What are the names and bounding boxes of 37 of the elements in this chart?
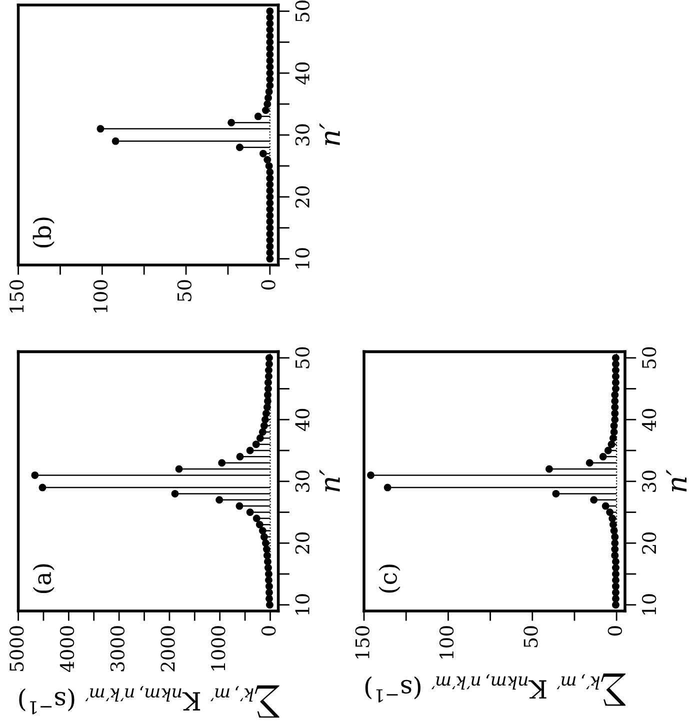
x-tick-label: 50 [177, 280, 192, 302]
x-tick-label: 50 [524, 626, 538, 648]
x-tick-label: 2000 [160, 626, 175, 672]
x-tick-label: 5000 [10, 626, 24, 672]
x-tick-label: 0 [608, 626, 622, 636]
annotation: (a) [32, 564, 54, 593]
y-axis-title: n′ [666, 469, 686, 492]
annotation: (b) [32, 218, 54, 248]
x-tick-label: 100 [93, 280, 108, 312]
x-tick-label: 3000 [110, 626, 125, 672]
x-tick-label: 4000 [60, 626, 74, 672]
y-tick-label: 50 [295, 347, 310, 368]
y-tick-label: 50 [295, 0, 310, 22]
y-tick-label: 40 [295, 408, 310, 431]
y-tick-label: 30 [295, 470, 310, 492]
x-axis-title: ∑$_{k′,m′}$ K$_{nkm,n′k′m′}$ (s$^{−1}$) [19, 685, 280, 718]
x-tick-label: 100 [439, 626, 454, 658]
x-axis-title: ∑$_{k′,m′}$ K$_{nkm,n′k′m′}$ (s$^{−1}$) [365, 673, 626, 706]
x-tick-label: 150 [10, 280, 24, 312]
y-axis-title: n′ [320, 469, 340, 492]
y-tick-label: 10 [295, 248, 310, 268]
y-axis-title: n′ [320, 123, 340, 146]
y-tick-label: 40 [642, 408, 656, 431]
y-tick-label: 20 [642, 532, 656, 554]
y-tick-label: 30 [642, 470, 656, 492]
y-tick-label: 30 [295, 124, 310, 146]
x-tick-label: 0 [261, 280, 276, 290]
y-tick-label: 10 [642, 594, 656, 614]
x-tick-label: 1000 [211, 626, 226, 670]
x-tick-label: 0 [261, 626, 276, 636]
y-tick-label: 40 [295, 62, 310, 84]
y-tick-label: 50 [642, 347, 656, 368]
x-tick-label: 150 [355, 626, 370, 658]
y-tick-label: 10 [295, 594, 310, 614]
y-tick-label: 20 [295, 532, 310, 554]
y-tick-label: 20 [295, 186, 310, 208]
annotation: (c) [378, 564, 400, 593]
